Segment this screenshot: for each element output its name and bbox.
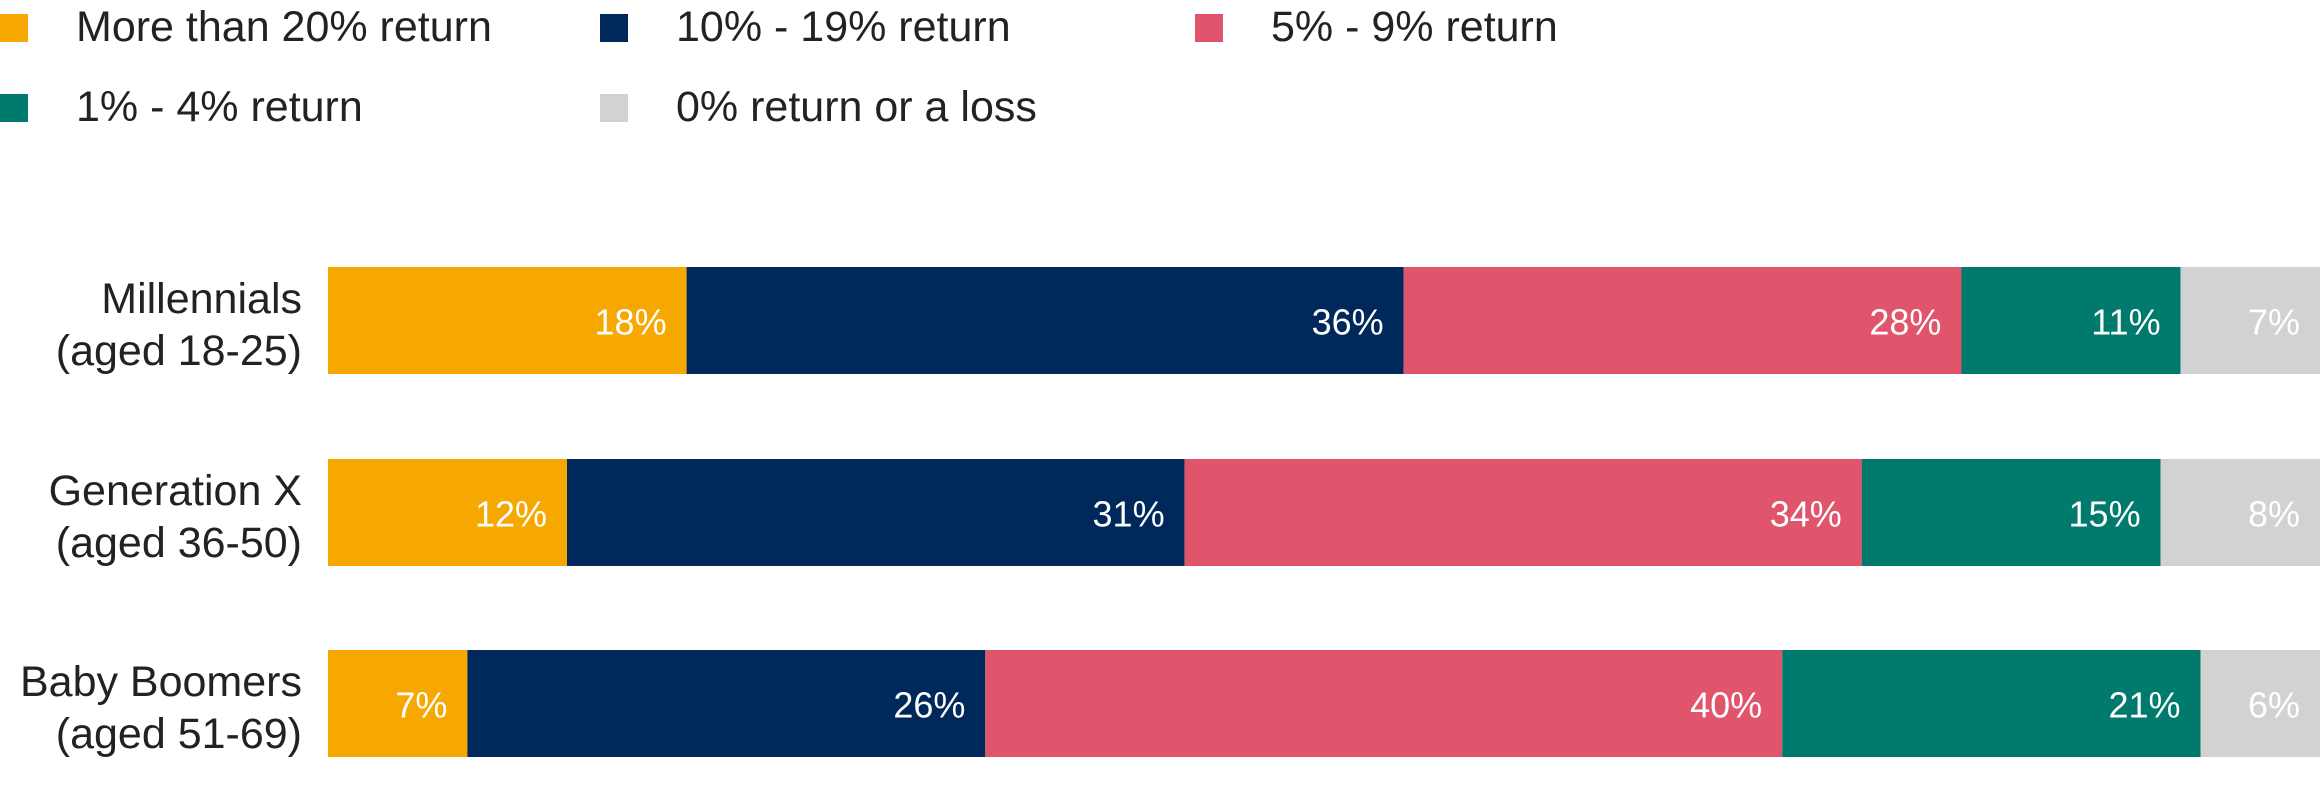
data-label: 34% (1770, 494, 1842, 535)
bar-segment (1782, 650, 2201, 757)
legend: More than 20% return 10% - 19% return 5% -… (0, 3, 1558, 131)
category-label-line: (aged 36-50) (56, 519, 302, 567)
data-label: 15% (2069, 494, 2141, 535)
legend-swatch (0, 14, 28, 42)
category-label-line: (aged 18-25) (56, 327, 302, 375)
legend-item: 10% - 19% return (600, 3, 1011, 51)
data-label: 8% (2248, 494, 2300, 535)
bar-segment (328, 459, 567, 566)
data-label: 11% (2091, 302, 2160, 343)
bar-segment (1861, 459, 2161, 566)
data-label: 28% (1869, 302, 1941, 343)
data-label: 26% (893, 685, 965, 726)
bar-segment (686, 267, 1404, 374)
legend-label: 10% - 19% return (676, 3, 1011, 51)
data-label: 36% (1312, 302, 1384, 343)
data-label: 31% (1093, 494, 1165, 535)
bar-segment (328, 267, 687, 374)
category-label-line: Baby Boomers (20, 658, 302, 706)
category-label-line: Millennials (101, 275, 302, 323)
bar-segment (985, 650, 1783, 757)
bar-segment (2160, 459, 2320, 566)
bar-segment (567, 459, 1185, 566)
bar-segment (1961, 267, 2181, 374)
data-label: 6% (2248, 685, 2300, 726)
data-label: 18% (595, 302, 667, 343)
data-label: 7% (395, 685, 447, 726)
category-label: Millennials (aged 18-25) (56, 275, 302, 375)
legend-item: 1% - 4% return (0, 83, 363, 131)
bar-segment (1403, 267, 1962, 374)
legend-swatch (0, 94, 28, 122)
legend-swatch (600, 14, 628, 42)
legend-label: 1% - 4% return (76, 83, 363, 131)
category-labels: Millennials (aged 18-25)Generation X (aged… (20, 275, 302, 758)
data-label: 7% (2248, 302, 2300, 343)
bar-segment (328, 650, 468, 757)
legend-item: 0% return or a loss (600, 83, 1037, 131)
category-label-line: (aged 51-69) (56, 710, 302, 758)
legend-item: More than 20% return (0, 3, 492, 51)
data-label: 40% (1690, 685, 1762, 726)
category-label: Generation X (aged 36-50) (49, 467, 302, 567)
bar-segment (1184, 459, 1862, 566)
bar-segment (467, 650, 986, 757)
legend-label: More than 20% return (76, 3, 492, 51)
bar-segment (2180, 267, 2320, 374)
plot-area: 18% 36% 28% 11% 7% 12% 31% 34% 15% 8% 7% 26% 40% 21% 6… (328, 267, 2320, 757)
category-label: Baby Boomers (aged 51-69) (20, 658, 302, 758)
category-label-line: Generation X (49, 467, 302, 515)
bar-segment (2200, 650, 2320, 757)
data-label: 12% (475, 494, 547, 535)
legend-label: 5% - 9% return (1271, 3, 1558, 51)
legend-swatch (1195, 14, 1223, 42)
legend-swatch (600, 94, 628, 122)
legend-label: 0% return or a loss (676, 83, 1037, 131)
legend-item: 5% - 9% return (1195, 3, 1558, 51)
data-label: 21% (2108, 685, 2180, 726)
